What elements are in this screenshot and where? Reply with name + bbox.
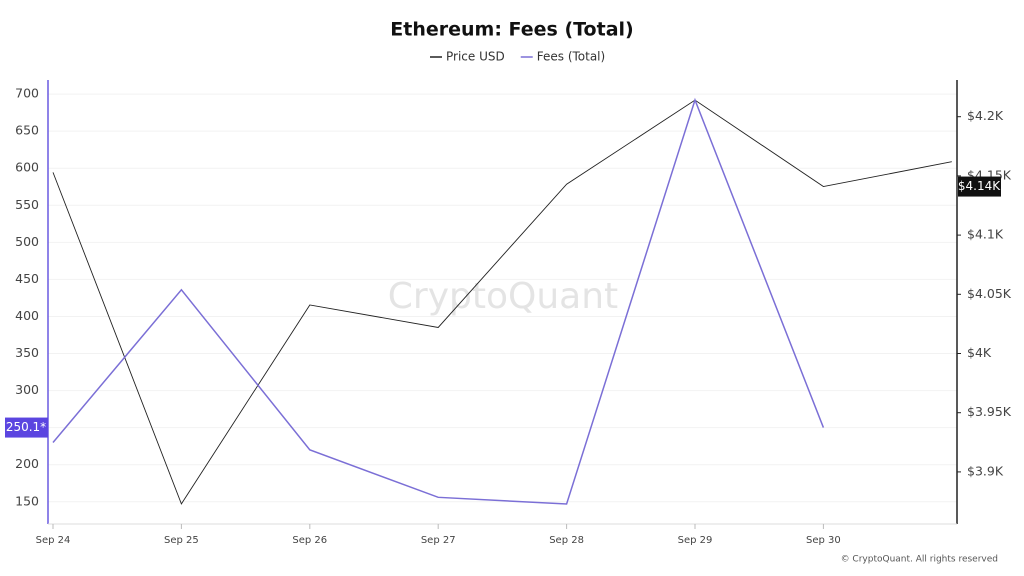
y-tick-label: 600 <box>15 160 39 175</box>
y-tick-label: 400 <box>15 308 39 323</box>
y-tick-label: 200 <box>15 456 39 471</box>
y-tick-label: 500 <box>15 234 39 249</box>
series-line <box>52 99 952 505</box>
y-tick-label: 450 <box>15 271 39 286</box>
y2-tick-label: $3.9K <box>967 463 1004 478</box>
legend-label: Price USD <box>446 50 505 64</box>
value-label: $4.14K <box>958 179 1001 193</box>
y2-tick-label: $4.05K <box>967 286 1012 301</box>
value-badge <box>5 417 48 438</box>
x-tick-label: Sep 24 <box>36 535 71 546</box>
series-line <box>52 97 825 505</box>
x-tick-label: Sep 25 <box>164 535 199 546</box>
y-tick-label: 150 <box>15 493 39 508</box>
x-tick-label: Sep 28 <box>549 535 584 546</box>
y-tick-label: 650 <box>15 123 39 138</box>
x-tick-label: Sep 26 <box>292 535 327 546</box>
credit: © CryptoQuant. All rights reserved <box>841 555 998 565</box>
x-tick-label: Sep 29 <box>678 535 713 546</box>
legend-label: Fees (Total) <box>537 50 605 64</box>
y2-tick-label: $4K <box>967 345 992 360</box>
y2-tick-label: $4.1K <box>967 227 1004 242</box>
y-tick-label: 300 <box>15 382 39 397</box>
y-tick-label: 550 <box>15 197 39 212</box>
value-badge <box>958 176 1001 197</box>
y2-tick-label: $4.2K <box>967 108 1004 123</box>
value-label: 250.1* <box>6 420 46 434</box>
chart-title: Ethereum: Fees (Total) <box>390 19 633 41</box>
watermark: CryptoQuant <box>388 276 618 317</box>
y2-tick-label: $3.95K <box>967 404 1012 419</box>
y-tick-label: 700 <box>15 86 39 101</box>
x-tick-label: Sep 30 <box>806 535 841 546</box>
y-tick-label: 350 <box>15 345 39 360</box>
x-tick-label: Sep 27 <box>421 535 456 546</box>
